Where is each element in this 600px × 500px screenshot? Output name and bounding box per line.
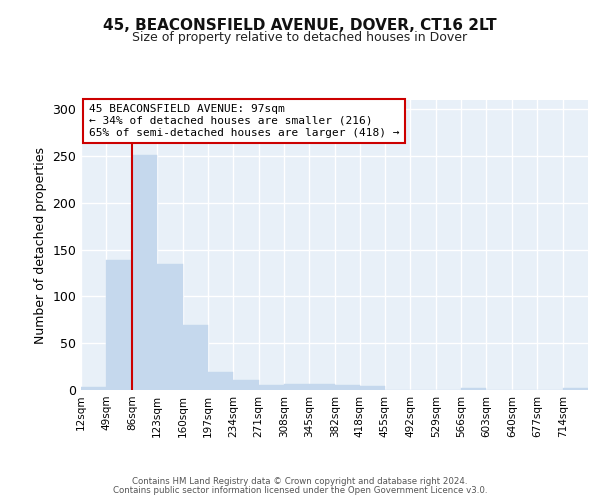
Y-axis label: Number of detached properties: Number of detached properties (34, 146, 47, 344)
Bar (461, 388, 487, 390)
Bar (259, 386, 284, 390)
Bar (157, 264, 182, 390)
Bar (310, 384, 335, 390)
Text: Size of property relative to detached houses in Dover: Size of property relative to detached ho… (133, 31, 467, 44)
Bar (81, 387, 106, 390)
Bar (233, 380, 259, 390)
Bar (182, 324, 208, 390)
Bar (563, 388, 588, 390)
Bar (132, 155, 157, 390)
Bar (284, 384, 310, 390)
Bar (208, 372, 233, 390)
Bar (359, 386, 385, 390)
Bar (335, 386, 360, 390)
Bar (106, 260, 132, 390)
Text: 45 BEACONSFIELD AVENUE: 97sqm
← 34% of detached houses are smaller (216)
65% of : 45 BEACONSFIELD AVENUE: 97sqm ← 34% of d… (89, 104, 399, 138)
Text: Contains public sector information licensed under the Open Government Licence v3: Contains public sector information licen… (113, 486, 487, 495)
Text: Contains HM Land Registry data © Crown copyright and database right 2024.: Contains HM Land Registry data © Crown c… (132, 477, 468, 486)
Text: 45, BEACONSFIELD AVENUE, DOVER, CT16 2LT: 45, BEACONSFIELD AVENUE, DOVER, CT16 2LT (103, 18, 497, 32)
